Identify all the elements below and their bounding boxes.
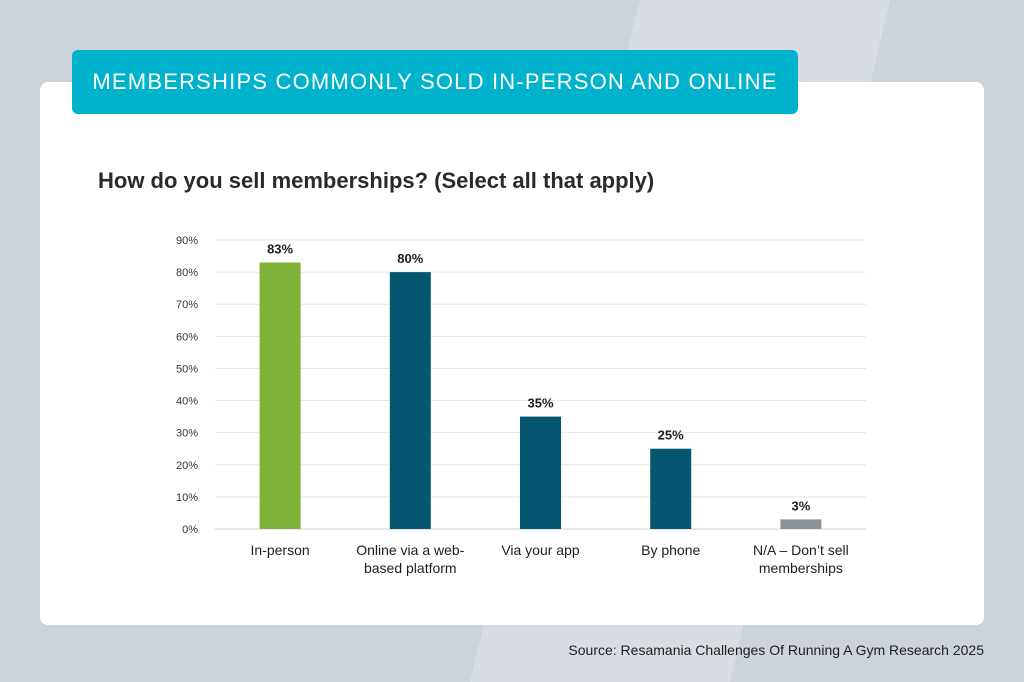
data-label: 83% [267,241,293,256]
data-label: 3% [792,498,811,513]
bar [650,448,692,529]
chart-question: How do you sell memberships? (Select all… [98,168,655,193]
x-category-label: N/A – Don’t sell [753,542,849,558]
bar [520,416,561,529]
y-tick-label: 60% [176,331,198,343]
y-tick-label: 90% [176,235,198,247]
y-tick-label: 0% [182,524,198,536]
data-label: 35% [527,396,553,411]
bar [389,272,431,529]
x-category-label: based platform [364,560,457,576]
x-category-label: In-person [251,542,310,558]
y-tick-label: 40% [176,396,198,408]
y-tick-label: 30% [176,428,198,440]
data-label: 80% [397,251,423,266]
y-tick-label: 80% [176,267,198,279]
bar [259,262,301,529]
y-tick-label: 10% [176,492,198,504]
x-category-label: Online via a web- [356,542,465,558]
y-tick-label: 20% [176,460,198,472]
y-tick-label: 50% [176,363,198,375]
banner-title: MEMBERSHIPS COMMONLY SOLD IN-PERSON AND … [72,50,798,114]
chart-card [40,82,984,625]
bar [780,519,822,529]
x-category-label: Via your app [501,542,580,558]
data-label: 25% [658,428,684,443]
y-tick-label: 70% [176,299,198,311]
x-category-label: By phone [641,542,700,558]
x-category-label: memberships [759,560,843,576]
source-note: Source: Resamania Challenges Of Running … [568,642,984,658]
